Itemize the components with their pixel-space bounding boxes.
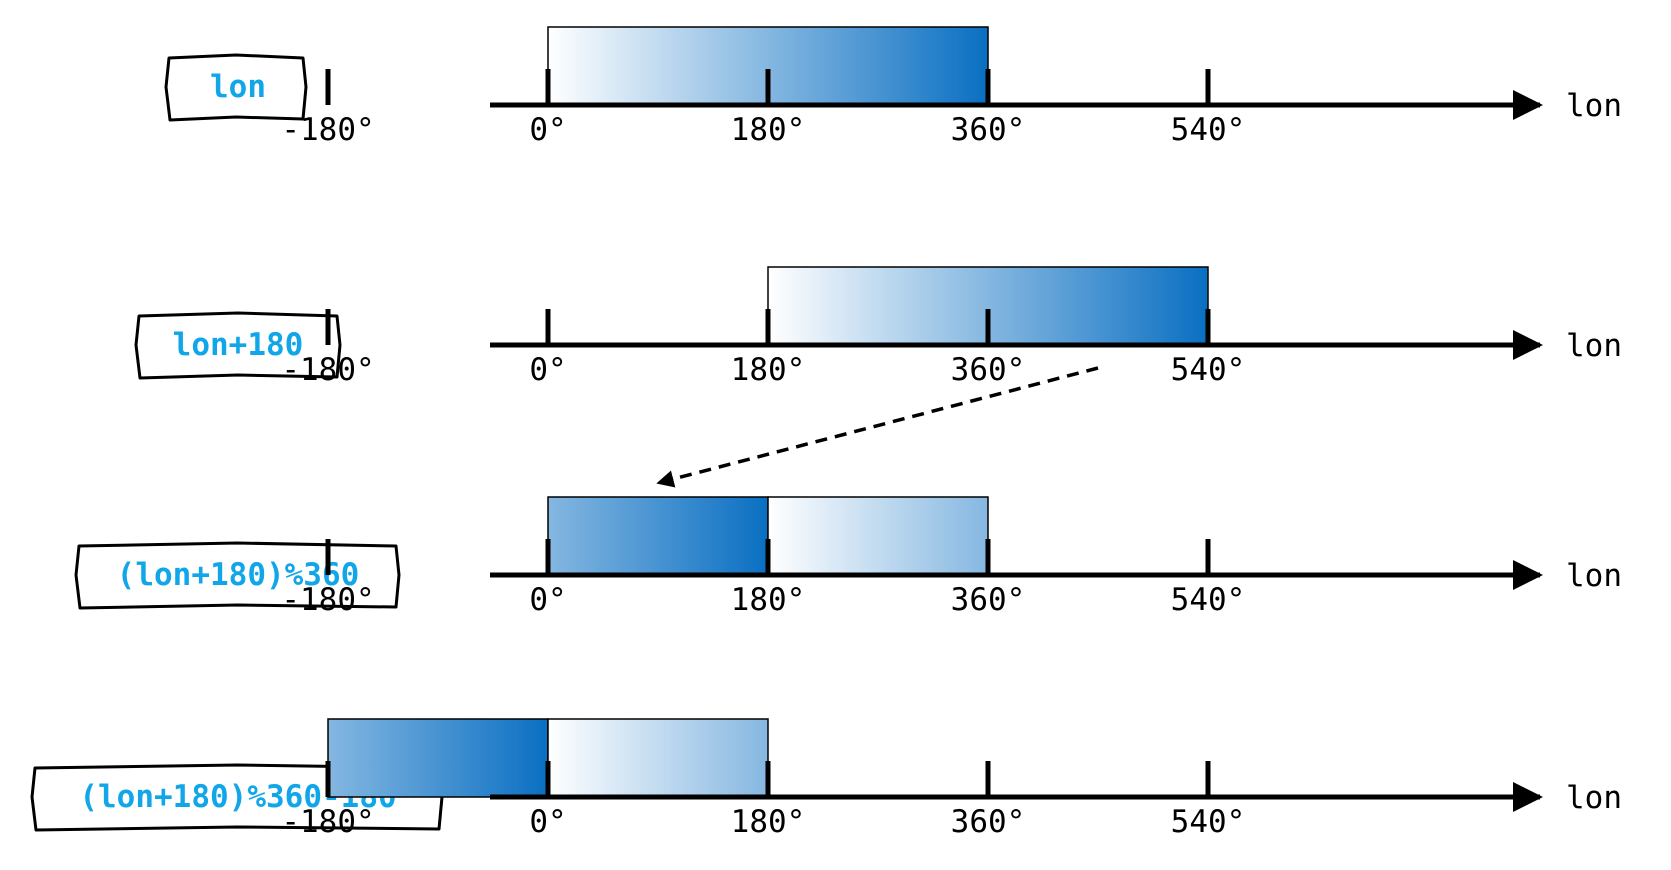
mapping-arrow	[656, 366, 1099, 488]
tick-label: 180°	[731, 112, 806, 148]
arrows-layer	[656, 366, 1099, 488]
tick-label: 0°	[529, 804, 566, 840]
formula-box	[134, 311, 342, 380]
tick-label: 0°	[529, 112, 566, 148]
row-3: (lon+180)%360-180° 0° 180° 360° 540° lon	[74, 496, 1622, 618]
range-band	[547, 496, 769, 576]
formula-label: lon	[210, 69, 266, 105]
tick-label: 180°	[731, 352, 806, 388]
axis-name: lon	[1566, 88, 1622, 124]
tick-label: -180°	[281, 804, 374, 840]
tick-label: 0°	[529, 352, 566, 388]
formula-box	[164, 53, 308, 122]
tick-label: 540°	[1171, 582, 1246, 618]
tick-label: 0°	[529, 582, 566, 618]
tick-label: 360°	[951, 804, 1026, 840]
tick-label: 360°	[951, 112, 1026, 148]
tick-label: 180°	[731, 804, 806, 840]
row-2: lon+180-180° 0° 180° 360° 540° lon	[134, 266, 1622, 388]
axis-name: lon	[1566, 780, 1622, 816]
tick-label: 180°	[731, 582, 806, 618]
axis-name: lon	[1566, 328, 1622, 364]
tick-label: 360°	[951, 352, 1026, 388]
formula-label: (lon+180)%360	[117, 557, 360, 593]
formula-label: lon+180	[173, 327, 304, 363]
row-1: lon -180° 0° 180° 360° 540° lon	[164, 26, 1622, 148]
tick-label: -180°	[281, 112, 374, 148]
range-band	[767, 496, 989, 576]
range-band	[327, 718, 549, 798]
tick-label: -180°	[281, 582, 374, 618]
tick-label: 360°	[951, 582, 1026, 618]
tick-label: -180°	[281, 352, 374, 388]
formula-box	[74, 541, 401, 610]
axis-name: lon	[1566, 558, 1622, 594]
tick-label: 540°	[1171, 352, 1246, 388]
tick-label: 540°	[1171, 112, 1246, 148]
tick-label: 540°	[1171, 804, 1246, 840]
range-band	[547, 718, 769, 798]
row-4: (lon+180)%360-180-180° 0° 180° 360° 540°lon	[30, 718, 1622, 840]
